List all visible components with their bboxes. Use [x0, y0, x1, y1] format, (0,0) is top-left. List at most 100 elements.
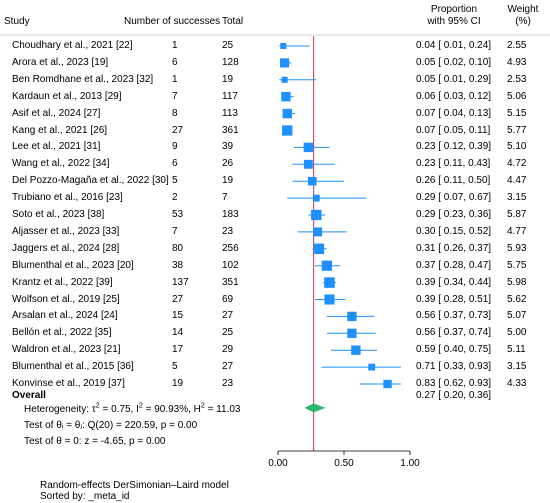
study-marker [313, 243, 325, 255]
study-estimate: 0.37 [ 0.28, 0.47] [416, 259, 492, 271]
study-estimate: 0.39 [ 0.28, 0.51] [416, 293, 492, 305]
study-estimate: 0.71 [ 0.33, 0.93] [416, 361, 492, 373]
study-successes: 2 [172, 192, 178, 204]
footnote-model: Random-effects DerSimonian–Laird model [40, 480, 229, 491]
header-weight-line1: Weight [507, 4, 539, 15]
x-tick-label: 0.50 [334, 458, 354, 469]
study-marker [351, 345, 361, 355]
study-estimate: 0.06 [ 0.03, 0.12] [416, 90, 492, 102]
study-estimate: 0.31 [ 0.26, 0.37] [416, 242, 492, 254]
study-name: Trubiano et al., 2016 [23] [12, 192, 123, 204]
study-estimate: 0.56 [ 0.37, 0.73] [416, 310, 492, 322]
study-marker [312, 194, 320, 202]
header-study: Study [4, 16, 30, 27]
study-successes: 9 [172, 141, 178, 153]
study-name: Kardaun et al., 2013 [29] [12, 90, 122, 102]
study-name: Ben Romdhane et al., 2023 [32] [12, 73, 154, 85]
study-successes: 14 [172, 327, 184, 339]
study-weight: 5.11 [507, 344, 526, 356]
footnote-sorted: Sorted by: _meta_id [40, 491, 130, 502]
heterogeneity-prefix: Heterogeneity: τ [24, 404, 96, 415]
study-name: Arsalan et al., 2024 [24] [12, 310, 118, 322]
study-successes: 15 [172, 310, 184, 322]
heterogeneity-i2: = 90.93%, H [142, 404, 201, 415]
study-estimate: 0.04 [ 0.01, 0.24] [416, 40, 492, 51]
study-total: 183 [222, 209, 239, 220]
study-marker [383, 379, 392, 389]
study-successes: 1 [172, 40, 178, 51]
study-weight: 5.98 [507, 276, 527, 288]
study-successes: 137 [172, 276, 189, 288]
x-tick-label: 1.00 [400, 458, 420, 469]
study-estimate: 0.05 [ 0.01, 0.29] [416, 73, 492, 85]
study-successes: 1 [172, 73, 178, 85]
study-name: Konvinse et al., 2019 [37] [12, 378, 125, 389]
study-name: Krantz et al., 2022 [39] [12, 276, 113, 288]
test-homogeneity: Test of θᵢ = θⱼ: Q(20) = 220.59, p = 0.0… [24, 420, 198, 431]
study-marker [303, 159, 313, 169]
study-weight: 5.07 [507, 310, 527, 322]
study-total: 113 [222, 107, 238, 119]
study-estimate: 0.59 [ 0.40, 0.75] [416, 344, 492, 356]
study-weight: 5.15 [507, 107, 527, 119]
study-marker [313, 227, 323, 237]
overall-estimate: 0.27 [ 0.20, 0.36] [416, 390, 492, 401]
header-proportion: Proportion with 95% CI [414, 4, 494, 28]
study-weight: 5.93 [507, 242, 527, 254]
study-marker [281, 76, 288, 83]
study-total: 27 [222, 361, 234, 373]
study-successes: 6 [172, 56, 178, 68]
study-marker [280, 58, 290, 68]
study-weight: 2.53 [507, 73, 527, 85]
study-weight: 3.15 [507, 361, 527, 373]
study-estimate: 0.07 [ 0.05, 0.11] [416, 124, 491, 136]
study-total: 117 [222, 90, 238, 102]
study-successes: 27 [172, 124, 184, 136]
study-estimate: 0.26 [ 0.11, 0.50] [416, 175, 491, 187]
study-name: Lee et al., 2021 [31] [12, 141, 101, 153]
study-total: 19 [222, 175, 234, 187]
study-weight: 3.15 [507, 192, 527, 204]
study-weight: 4.33 [507, 378, 527, 389]
study-weight: 2.55 [507, 40, 527, 51]
study-total: 39 [222, 141, 234, 153]
study-total: 26 [222, 158, 234, 170]
study-estimate: 0.07 [ 0.04, 0.13] [416, 107, 492, 119]
study-marker [303, 142, 314, 153]
heterogeneity-h2: = 11.03 [204, 404, 241, 415]
study-estimate: 0.29 [ 0.07, 0.67] [416, 192, 492, 204]
study-successes: 53 [172, 209, 184, 220]
study-weight: 5.62 [507, 293, 527, 305]
x-tick-label: 0.00 [268, 458, 288, 469]
study-name: Bellón et al., 2022 [35] [12, 327, 112, 339]
study-name: Wolfson et al., 2019 [25] [12, 293, 120, 305]
study-total: 102 [222, 259, 239, 271]
study-total: 7 [222, 192, 228, 204]
study-successes: 27 [172, 293, 184, 305]
study-estimate: 0.56 [ 0.37, 0.74] [416, 327, 492, 339]
study-successes: 80 [172, 242, 184, 254]
study-weight: 5.75 [507, 259, 527, 271]
study-marker [281, 92, 291, 102]
study-successes: 6 [172, 158, 178, 170]
study-marker [311, 209, 322, 221]
study-total: 128 [222, 56, 239, 68]
study-name: Waldron et al., 2023 [21] [12, 344, 121, 356]
study-marker [308, 176, 317, 186]
study-name: Asif et al., 2024 [27] [12, 107, 101, 119]
study-total: 25 [222, 327, 234, 339]
x-axis: 0.00 0.50 1.00 [0, 34, 550, 469]
study-name: Soto et al., 2023 [38] [12, 209, 105, 220]
study-name: Wang et al., 2022 [34] [12, 158, 110, 170]
study-estimate: 0.23 [ 0.11, 0.43] [416, 158, 491, 170]
study-weight: 5.00 [507, 327, 527, 339]
study-weight: 5.87 [507, 209, 527, 220]
study-markers [279, 42, 401, 413]
study-total: 69 [222, 293, 234, 305]
study-name: Del Pozzo-Magaña et al., 2022 [30] [12, 175, 169, 187]
study-estimate: 0.30 [ 0.15, 0.52] [416, 225, 492, 237]
heterogeneity-tau2: = 0.75, I [99, 404, 139, 415]
test-zero: Test of θ = 0: z = -4.65, p = 0.00 [24, 436, 166, 447]
study-name: Kang et al., 2021 [26] [12, 124, 108, 136]
